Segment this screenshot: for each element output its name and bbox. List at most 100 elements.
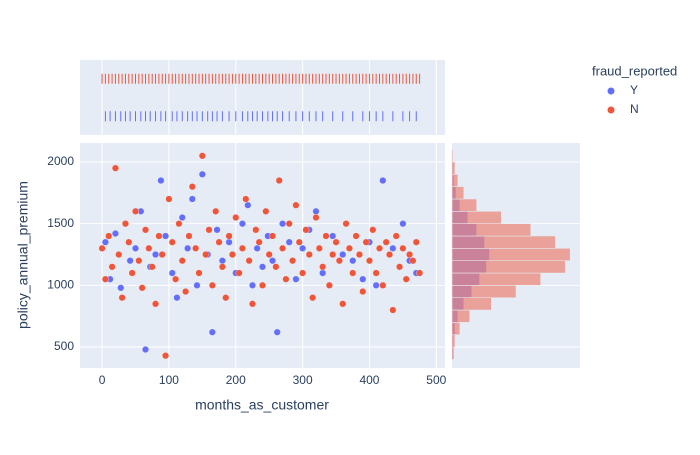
- point: [289, 257, 297, 265]
- point: [232, 214, 240, 221]
- point: [382, 238, 390, 246]
- point: [329, 232, 337, 240]
- point: [389, 306, 397, 314]
- hist-bar: [451, 334, 456, 348]
- hist-bar: [451, 248, 571, 261]
- point: [275, 177, 283, 184]
- point: [339, 300, 347, 308]
- point: [195, 269, 203, 277]
- point: [245, 257, 253, 265]
- point: [396, 263, 403, 271]
- point: [386, 251, 393, 258]
- point: [213, 226, 221, 234]
- point: [352, 232, 360, 240]
- y-tick-label: 1000: [47, 278, 74, 292]
- point: [253, 244, 261, 252]
- point: [148, 263, 156, 271]
- point: [128, 269, 136, 277]
- point: [372, 269, 380, 277]
- point: [228, 251, 236, 258]
- legend-title: fraud_reported: [592, 63, 677, 78]
- hist-bar: [451, 285, 517, 298]
- point: [362, 238, 370, 246]
- y-tick-label: 500: [54, 339, 74, 353]
- point: [218, 257, 226, 265]
- point: [259, 263, 266, 271]
- point: [238, 244, 246, 252]
- point: [222, 294, 230, 302]
- point: [178, 257, 186, 265]
- point: [101, 275, 109, 283]
- point: [376, 244, 383, 252]
- point: [252, 226, 260, 234]
- point: [142, 226, 149, 234]
- hist-bar: [451, 223, 532, 237]
- point: [173, 294, 181, 302]
- point: [225, 238, 233, 246]
- point: [319, 263, 327, 271]
- point: [182, 288, 190, 295]
- point: [399, 220, 407, 228]
- point: [145, 244, 153, 252]
- point: [152, 300, 159, 308]
- point: [325, 281, 333, 289]
- point: [292, 201, 300, 209]
- point: [115, 251, 123, 258]
- point: [158, 251, 166, 258]
- legend-swatch: [607, 106, 615, 114]
- point: [292, 275, 300, 283]
- point: [138, 284, 146, 292]
- point: [168, 269, 176, 277]
- y-axis-title: policy_annual_premium: [15, 181, 31, 329]
- point: [302, 226, 310, 234]
- point: [218, 263, 226, 271]
- point: [198, 152, 206, 160]
- point: [126, 257, 134, 265]
- point: [244, 201, 252, 209]
- hist-bar: [451, 161, 456, 175]
- point: [117, 284, 125, 292]
- point: [198, 170, 206, 178]
- point: [282, 275, 290, 283]
- point: [172, 275, 180, 283]
- legend: YN: [607, 83, 639, 116]
- hist-bar: [451, 211, 502, 224]
- point: [255, 238, 263, 246]
- hist-bar: [451, 198, 477, 212]
- point: [242, 195, 250, 203]
- hist-bar: [451, 235, 556, 249]
- point: [389, 244, 397, 252]
- point: [285, 220, 293, 228]
- point: [165, 195, 173, 203]
- point: [193, 281, 201, 289]
- point: [406, 251, 414, 258]
- point: [185, 232, 193, 240]
- point: [332, 238, 340, 246]
- point: [329, 251, 337, 258]
- point: [399, 244, 407, 252]
- x-tick-label: 500: [426, 373, 446, 387]
- point: [188, 183, 196, 191]
- point: [135, 257, 143, 265]
- point: [402, 275, 410, 283]
- point: [142, 346, 149, 353]
- point: [259, 281, 266, 289]
- point: [249, 281, 256, 289]
- point: [225, 232, 233, 240]
- point: [192, 244, 200, 252]
- point: [279, 220, 287, 228]
- point: [305, 251, 313, 258]
- point: [349, 269, 357, 277]
- hist-bar: [451, 260, 566, 274]
- legend-swatch: [607, 87, 615, 95]
- x-tick-label: 300: [293, 373, 313, 387]
- hist-bar: [451, 272, 541, 286]
- point: [366, 257, 373, 265]
- y-tick-label: 1500: [47, 216, 74, 230]
- point: [315, 244, 323, 252]
- point: [132, 244, 139, 252]
- hist-bar: [451, 297, 492, 311]
- hist-bar: [451, 149, 454, 163]
- point: [235, 269, 243, 277]
- point: [392, 232, 400, 240]
